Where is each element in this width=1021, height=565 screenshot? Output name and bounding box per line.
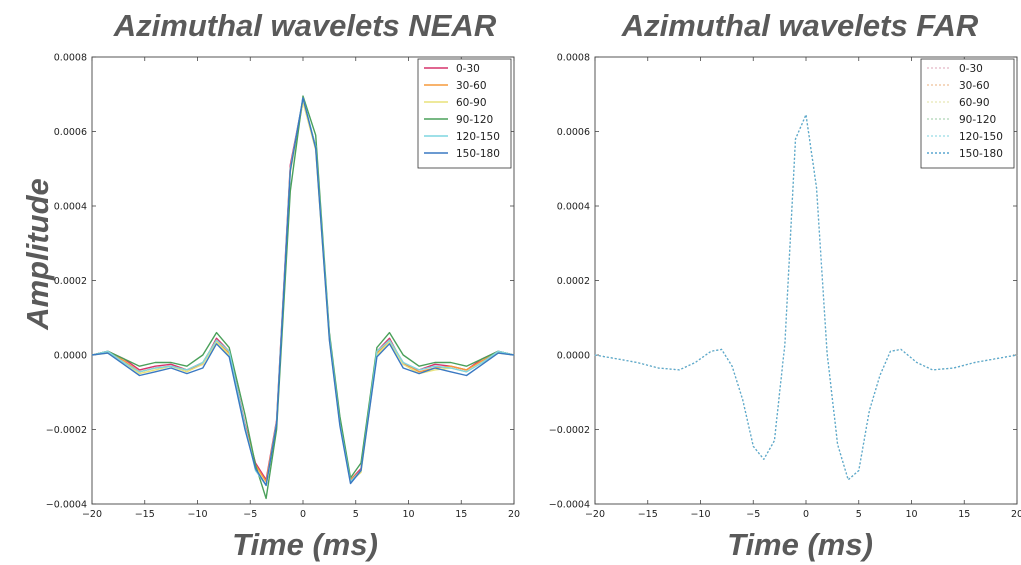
near-y-tick-label: 0.0000 bbox=[54, 351, 87, 362]
far-y-ticks: −0.0004 −0.0002 0.0000 0.0002 0.0004 0.0006 0.… bbox=[549, 53, 1017, 511]
far-y-tick-label: −0.0002 bbox=[549, 425, 590, 436]
far-x-tick-label: 10 bbox=[905, 509, 917, 520]
near-x-axis-label: Time (ms) bbox=[232, 527, 378, 562]
far-x-tick-label: 15 bbox=[958, 509, 970, 520]
near-legend-label: 60-90 bbox=[456, 97, 487, 109]
far-chart-title: Azimuthal wavelets FAR bbox=[621, 8, 979, 43]
far-x-tick-label: −5 bbox=[746, 509, 760, 520]
near-x-tick-label: −10 bbox=[187, 509, 207, 520]
near-legend-label: 120-150 bbox=[456, 131, 500, 143]
near-legend: 0-30 30-60 60-90 90-120 120-150 150-180 bbox=[417, 58, 512, 169]
near-chart-title: Azimuthal wavelets NEAR bbox=[113, 8, 497, 43]
near-y-tick-label: −0.0002 bbox=[46, 425, 87, 436]
far-x-tick-label: 20 bbox=[1011, 509, 1021, 520]
far-y-tick-label: 0.0006 bbox=[557, 127, 590, 138]
near-legend-label: 90-120 bbox=[456, 114, 493, 126]
far-legend-label: 30-60 bbox=[959, 80, 990, 92]
near-x-tick-label: 5 bbox=[353, 509, 359, 520]
near-y-tick-label: 0.0006 bbox=[54, 127, 87, 138]
near-wavelets-panel: Azimuthal wavelets NEAR Amplitude Time (… bbox=[20, 8, 520, 562]
far-x-tick-label: −20 bbox=[585, 509, 605, 520]
far-y-tick-label: 0.0000 bbox=[557, 351, 590, 362]
far-legend-label: 150-180 bbox=[959, 148, 1003, 160]
far-x-tick-label: −10 bbox=[690, 509, 710, 520]
far-series-lines bbox=[594, 114, 1018, 481]
near-y-axis-label: Amplitude bbox=[20, 178, 55, 331]
near-x-ticks: −20 −15 −10 −5 0 5 10 15 20 bbox=[82, 57, 520, 520]
far-y-tick-label: 0.0002 bbox=[557, 276, 590, 287]
far-y-tick-label: 0.0004 bbox=[557, 202, 590, 213]
far-legend-label: 120-150 bbox=[959, 131, 1003, 143]
near-series-lines bbox=[91, 95, 515, 500]
far-y-tick-label: 0.0008 bbox=[557, 53, 590, 64]
far-x-tick-label: −15 bbox=[638, 509, 658, 520]
far-x-axis-label: Time (ms) bbox=[727, 527, 873, 562]
far-series-line-150-180 bbox=[594, 114, 1018, 481]
far-wavelets-panel: Azimuthal wavelets FAR Time (ms) −0.0004… bbox=[549, 8, 1021, 562]
near-x-tick-label: −15 bbox=[135, 509, 155, 520]
near-x-tick-label: −20 bbox=[82, 509, 102, 520]
near-y-ticks: −0.0004 −0.0002 0.0000 0.0002 0.0004 0.0006 0.… bbox=[46, 53, 514, 511]
near-y-tick-label: 0.0004 bbox=[54, 202, 87, 213]
far-x-ticks: −20 −15 −10 −5 0 5 10 15 20 bbox=[585, 57, 1021, 520]
far-x-tick-label: 5 bbox=[856, 509, 862, 520]
near-legend-box bbox=[417, 58, 512, 169]
near-series-line-150-180 bbox=[91, 97, 515, 487]
near-x-tick-label: 0 bbox=[300, 509, 306, 520]
near-series-line-90-120 bbox=[91, 95, 515, 500]
far-x-tick-label: 0 bbox=[803, 509, 809, 520]
near-x-tick-label: −5 bbox=[243, 509, 257, 520]
far-legend-label: 60-90 bbox=[959, 97, 990, 109]
near-x-tick-label: 10 bbox=[402, 509, 414, 520]
near-legend-label: 0-30 bbox=[456, 63, 480, 75]
near-y-tick-label: −0.0004 bbox=[46, 500, 87, 511]
near-legend-label: 30-60 bbox=[456, 80, 487, 92]
near-x-tick-label: 15 bbox=[455, 509, 467, 520]
near-x-tick-label: 20 bbox=[508, 509, 520, 520]
far-y-tick-label: −0.0004 bbox=[549, 500, 590, 511]
far-legend-box bbox=[920, 58, 1015, 169]
far-legend: 0-30 30-60 60-90 90-120 120-150 150-180 bbox=[920, 58, 1015, 169]
near-y-tick-label: 0.0008 bbox=[54, 53, 87, 64]
far-legend-label: 90-120 bbox=[959, 114, 996, 126]
far-legend-label: 0-30 bbox=[959, 63, 983, 75]
near-y-tick-label: 0.0002 bbox=[54, 276, 87, 287]
near-legend-label: 150-180 bbox=[456, 148, 500, 160]
